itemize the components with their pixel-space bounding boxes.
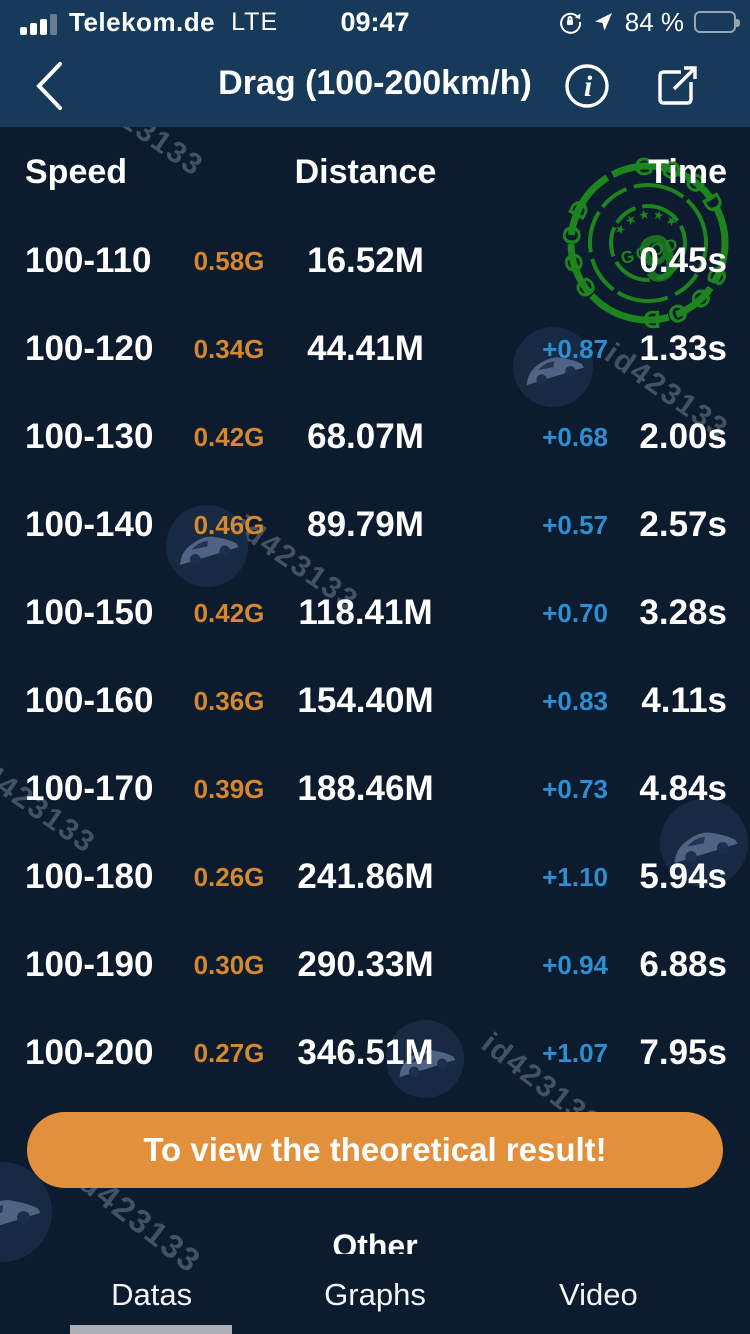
g-force-value: 0.42G	[193, 421, 265, 452]
time-value: 6.88s	[639, 945, 727, 984]
navigation-bar: Drag (100-200km/h) i	[0, 44, 750, 127]
split-delta-value: +0.87	[542, 333, 608, 364]
page-title: Drag (100-200km/h)	[218, 64, 532, 102]
speed-range-value: 100-200	[25, 1033, 154, 1072]
split-delta-value: +0.83	[542, 685, 608, 716]
time-value: 2.57s	[639, 505, 727, 544]
table-row: 100-150 0.42G 118.41M +0.70 3.28s	[0, 569, 750, 657]
time-value: 3.28s	[639, 593, 727, 632]
speed-range-value: 100-150	[25, 593, 154, 632]
header-distance: Distance	[294, 152, 437, 191]
split-delta-value: +1.07	[542, 1037, 608, 1068]
car-watermark	[513, 327, 593, 407]
split-delta-value: +0.94	[542, 949, 608, 980]
network-type-label: LTE	[231, 7, 279, 36]
speed-range-value: 100-140	[25, 505, 154, 544]
split-delta-value: +0.68	[542, 421, 608, 452]
header-time: Time	[648, 152, 727, 191]
status-clock: 09:47	[340, 6, 410, 37]
other-section-title: Other	[332, 1228, 418, 1254]
table-row: 100-200 0.27G 346.51M +1.07 7.95s	[0, 1009, 750, 1097]
distance-value: 290.33M	[297, 945, 434, 984]
time-value: 5.94s	[639, 857, 727, 896]
time-value: 2.00s	[639, 417, 727, 456]
battery-percent-label: 84 %	[624, 6, 684, 37]
split-delta-value: +1.10	[542, 861, 608, 892]
time-value: 4.11s	[641, 681, 727, 720]
g-force-value: 0.58G	[193, 245, 265, 276]
car-watermark	[166, 505, 248, 587]
rotation-lock-icon	[557, 9, 583, 35]
tab-graphs[interactable]: Graphs	[324, 1276, 426, 1312]
table-row: 100-140 0.46G 89.79M +0.57 2.57s	[0, 481, 750, 569]
active-tab-indicator	[70, 1325, 232, 1334]
g-force-value: 0.27G	[193, 1037, 265, 1068]
table-row: 100-170 0.39G 188.46M +0.73 4.84s	[0, 745, 750, 833]
carrier-label: Telekom.de	[69, 6, 216, 37]
speed-range-value: 100-110	[25, 241, 152, 280]
distance-value: 68.07M	[307, 417, 424, 456]
results-table: Speed Distance Time 100-110 0.58G 16.52M…	[0, 127, 750, 1097]
table-row: 100-190 0.30G 290.33M +0.94 6.88s	[0, 921, 750, 1009]
distance-value: 241.86M	[297, 857, 434, 896]
watermark-layer: GOOD GOOD GOOD ★ ★ ★ ★ ★ 9 GOOD	[0, 127, 750, 1334]
info-button[interactable]: i	[564, 63, 610, 109]
good-stamp-watermark: GOOD GOOD GOOD ★ ★ ★ ★ ★ 9 GOOD	[558, 153, 738, 333]
tab-video[interactable]: Video	[558, 1276, 638, 1312]
share-button[interactable]	[654, 63, 700, 109]
speed-range-value: 100-180	[25, 857, 154, 896]
svg-text:i: i	[584, 70, 593, 103]
distance-value: 118.41M	[298, 593, 433, 632]
table-row: 100-130 0.42G 68.07M +0.68 2.00s	[0, 393, 750, 481]
g-force-value: 0.30G	[193, 949, 265, 980]
time-value: 1.33s	[639, 329, 727, 368]
g-force-value: 0.36G	[193, 685, 265, 716]
table-row: 100-160 0.36G 154.40M +0.83 4.11s	[0, 657, 750, 745]
distance-value: 188.46M	[297, 769, 434, 808]
g-force-value: 0.42G	[193, 597, 265, 628]
g-force-value: 0.46G	[193, 509, 265, 540]
time-value: 7.95s	[639, 1033, 727, 1072]
tab-datas[interactable]: Datas	[111, 1276, 193, 1312]
content-area: GOOD GOOD GOOD ★ ★ ★ ★ ★ 9 GOOD	[0, 127, 750, 1334]
distance-value: 346.51M	[297, 1033, 434, 1072]
back-button[interactable]	[34, 56, 84, 116]
table-rows: 100-110 0.58G 16.52M 0.45s 100-120 0.34G…	[0, 217, 750, 1097]
table-row: 100-180 0.26G 241.86M +1.10 5.94s	[0, 833, 750, 921]
car-watermark	[660, 799, 748, 887]
table-row: 100-110 0.58G 16.52M 0.45s	[0, 217, 750, 305]
top-bar: Telekom.de LTE 09:47 84 %	[0, 0, 750, 127]
g-force-value: 0.39G	[193, 773, 265, 804]
bottom-tab-bar: Datas Graphs Video	[0, 1255, 750, 1334]
status-bar: Telekom.de LTE 09:47 84 %	[0, 0, 750, 44]
g-force-value: 0.26G	[193, 861, 265, 892]
distance-value: 89.79M	[307, 505, 424, 544]
time-value: 0.45s	[639, 241, 727, 280]
time-value: 4.84s	[639, 769, 727, 808]
g-force-value: 0.34G	[193, 333, 265, 364]
split-delta-value: +0.73	[542, 773, 608, 804]
speed-range-value: 100-120	[25, 329, 154, 368]
speed-range-value: 100-190	[25, 945, 154, 984]
signal-strength-icon	[20, 13, 57, 35]
table-header-row: Speed Distance Time	[0, 127, 750, 217]
speed-range-value: 100-130	[25, 417, 154, 456]
distance-value: 16.52M	[307, 241, 424, 280]
table-row: 100-120 0.34G 44.41M +0.87 1.33s	[0, 305, 750, 393]
car-watermark	[386, 1020, 464, 1098]
split-delta-value: +0.57	[542, 509, 608, 540]
distance-value: 154.40M	[297, 681, 434, 720]
location-arrow-icon	[591, 10, 615, 34]
speed-range-value: 100-160	[25, 681, 154, 720]
theoretical-result-button[interactable]: To view the theoretical result!	[27, 1112, 723, 1188]
header-speed: Speed	[25, 152, 128, 191]
distance-value: 44.41M	[307, 329, 424, 368]
split-delta-value: +0.70	[542, 597, 608, 628]
battery-icon	[694, 11, 740, 33]
speed-range-value: 100-170	[25, 769, 154, 808]
